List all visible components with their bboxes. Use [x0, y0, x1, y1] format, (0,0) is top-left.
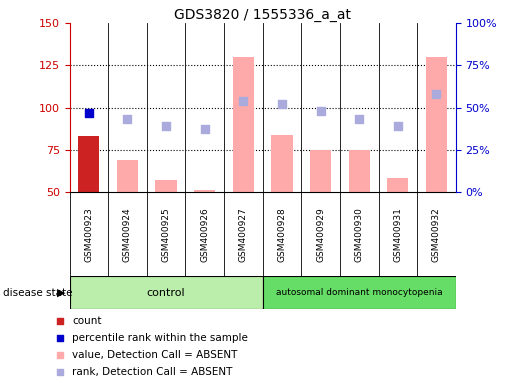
- Text: GSM400924: GSM400924: [123, 207, 132, 262]
- Point: [56, 335, 64, 341]
- Bar: [117, 160, 138, 192]
- Text: GSM400926: GSM400926: [200, 207, 209, 262]
- Text: GSM400929: GSM400929: [316, 207, 325, 262]
- Text: autosomal dominant monocytopenia: autosomal dominant monocytopenia: [276, 288, 442, 297]
- Text: GSM400925: GSM400925: [162, 207, 170, 262]
- Bar: [156, 180, 177, 192]
- Text: percentile rank within the sample: percentile rank within the sample: [72, 333, 248, 343]
- Point: [84, 109, 93, 116]
- Point: [239, 98, 247, 104]
- Text: GSM400928: GSM400928: [278, 207, 286, 262]
- Text: GSM400927: GSM400927: [239, 207, 248, 262]
- Point: [316, 108, 324, 114]
- Point: [201, 126, 209, 132]
- Bar: [349, 150, 370, 192]
- Text: GSM400932: GSM400932: [432, 207, 441, 262]
- Text: count: count: [72, 316, 101, 326]
- Bar: [271, 134, 293, 192]
- Title: GDS3820 / 1555336_a_at: GDS3820 / 1555336_a_at: [174, 8, 351, 22]
- Text: value, Detection Call = ABSENT: value, Detection Call = ABSENT: [72, 350, 237, 360]
- Text: GSM400923: GSM400923: [84, 207, 93, 262]
- Point: [56, 352, 64, 358]
- Point: [432, 91, 440, 97]
- Text: rank, Detection Call = ABSENT: rank, Detection Call = ABSENT: [72, 367, 233, 377]
- Text: GSM400931: GSM400931: [393, 207, 402, 262]
- Bar: [387, 179, 408, 192]
- Text: control: control: [147, 288, 185, 298]
- Bar: [78, 136, 99, 192]
- Point: [355, 116, 363, 122]
- Point: [56, 369, 64, 375]
- Point: [124, 116, 132, 122]
- Bar: [263, 276, 456, 309]
- Bar: [194, 190, 215, 192]
- Point: [278, 101, 286, 107]
- Point: [393, 123, 402, 129]
- Text: GSM400930: GSM400930: [355, 207, 364, 262]
- Point: [56, 318, 64, 324]
- Text: ▶: ▶: [57, 288, 65, 298]
- Point: [162, 123, 170, 129]
- Bar: [233, 57, 254, 192]
- Bar: [310, 150, 331, 192]
- Bar: [426, 57, 447, 192]
- Bar: [70, 276, 263, 309]
- Text: disease state: disease state: [3, 288, 72, 298]
